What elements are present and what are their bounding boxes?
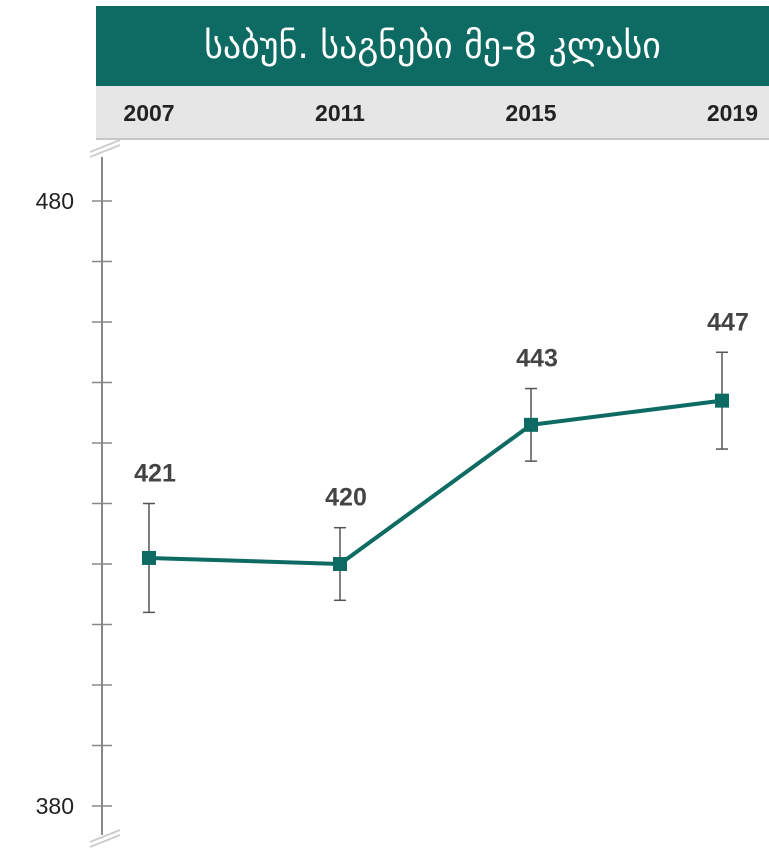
axis-break-mark-top: [89, 139, 121, 153]
data-label-2011: 420: [325, 484, 367, 512]
data-label-2019: 447: [707, 308, 749, 336]
data-markers: [142, 393, 729, 571]
y-axis: 380 480: [36, 139, 121, 848]
chart-title: საბუნ. საგნები მე-8 კლასი: [96, 6, 769, 86]
error-bars: [143, 351, 728, 614]
x-axis-year-labels: 2007 2011 2015 2019: [123, 100, 758, 126]
year-label-2015: 2015: [505, 100, 556, 126]
data-labels: 421 420 443 447: [134, 308, 749, 511]
axis-break-mark-top: [89, 144, 121, 158]
year-label-2007: 2007: [123, 100, 174, 126]
year-header-band: [96, 86, 769, 140]
data-label-2015: 443: [516, 345, 558, 373]
data-label-2007: 421: [134, 460, 176, 488]
series-polyline: [148, 398, 723, 566]
year-label-2011: 2011: [315, 100, 365, 126]
data-point-2011: [333, 557, 347, 571]
series-line: [148, 398, 723, 566]
data-point-2007: [142, 550, 156, 565]
data-point-2019: [715, 393, 729, 408]
y-tick-label-480: 480: [36, 188, 74, 214]
y-tick-label-380: 380: [36, 793, 74, 819]
axis-break-mark-bottom: [89, 834, 121, 848]
year-label-2019: 2019: [707, 100, 758, 126]
axis-break-mark-bottom: [89, 829, 121, 843]
data-point-2015: [524, 417, 538, 432]
